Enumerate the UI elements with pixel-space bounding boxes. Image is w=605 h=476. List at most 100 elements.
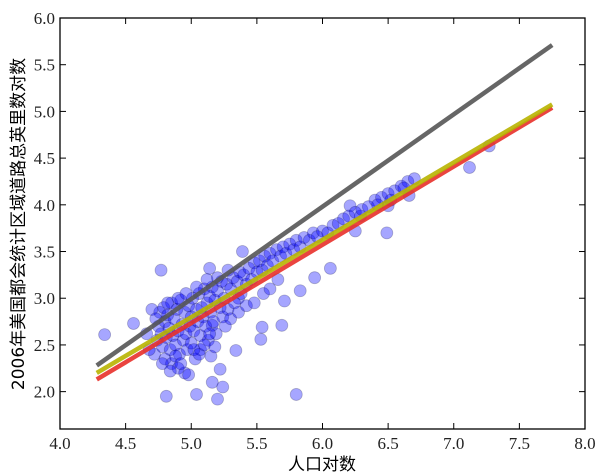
x-tick-label: 7.5 [509, 434, 530, 453]
x-tick-label: 7.0 [443, 434, 464, 453]
data-point [199, 319, 213, 333]
data-point [236, 245, 249, 258]
data-point [323, 261, 337, 275]
data-point [230, 275, 244, 288]
data-point [463, 161, 476, 174]
data-point [188, 352, 202, 366]
data-point [343, 199, 357, 213]
y-tick-label: 3.5 [34, 243, 55, 262]
data-point [205, 375, 219, 389]
data-point [180, 343, 194, 357]
data-point [211, 392, 224, 406]
data-point [306, 226, 320, 240]
data-point [176, 333, 190, 347]
data-point [283, 237, 297, 251]
data-point [192, 347, 206, 361]
data-point [258, 249, 272, 263]
y-tick-label: 3.0 [34, 289, 55, 308]
data-point [232, 305, 245, 319]
data-point [182, 368, 196, 382]
data-point [207, 315, 220, 328]
regression-line [95, 105, 554, 382]
data-point [184, 336, 198, 350]
data-point [179, 287, 193, 300]
data-point [270, 243, 283, 257]
data-point [178, 366, 192, 380]
y-axis-label: 2006年美国都会统计区域道路总英里数对数 [9, 58, 29, 390]
x-tick-label: 4.0 [49, 434, 70, 453]
data-point [289, 233, 303, 247]
y-tick-label: 5.0 [34, 102, 55, 121]
data-point [201, 333, 215, 347]
data-point [208, 340, 222, 354]
data-point [289, 388, 303, 401]
data-point [229, 344, 243, 357]
data-point [211, 284, 224, 298]
data-point [209, 327, 223, 341]
data-point [165, 296, 178, 310]
x-tick-label: 5.5 [246, 434, 267, 453]
data-point [278, 294, 291, 308]
data-point [163, 343, 177, 357]
data-point [203, 289, 217, 303]
data-point [276, 240, 290, 254]
data-point [158, 352, 172, 366]
data-point [216, 310, 230, 324]
data-point [98, 328, 112, 342]
y-tick-label: 6.0 [34, 9, 55, 28]
data-point [239, 299, 253, 313]
data-point [171, 291, 185, 305]
data-point [173, 347, 186, 361]
data-point [187, 343, 201, 357]
data-point [275, 318, 289, 332]
data-point [205, 318, 219, 332]
data-point [154, 263, 168, 277]
data-point [157, 301, 171, 314]
x-tick-label: 4.5 [115, 434, 136, 453]
data-point [380, 226, 394, 240]
data-point [163, 364, 177, 378]
data-point [237, 268, 251, 282]
y-tick-label: 2.5 [34, 336, 55, 355]
data-point [204, 349, 218, 363]
data-point [194, 329, 207, 342]
data-point [169, 349, 182, 363]
data-point [218, 319, 232, 333]
data-point [254, 332, 268, 346]
data-point [253, 254, 266, 268]
data-point [155, 357, 169, 371]
data-point [145, 303, 159, 316]
data-point [242, 261, 256, 275]
x-axis-label: 人口对数 [288, 455, 356, 475]
data-point [174, 357, 188, 371]
data-point [257, 287, 270, 300]
data-point [203, 261, 217, 275]
regression-line [95, 43, 554, 368]
data-point [224, 312, 238, 326]
y-tick-label: 4.5 [34, 149, 55, 168]
y-tick-label: 2.0 [34, 383, 55, 402]
data-point [216, 380, 230, 394]
data-point [197, 338, 211, 352]
data-point [161, 296, 175, 310]
data-point [368, 193, 382, 207]
data-point [293, 284, 307, 298]
data-point [153, 305, 167, 319]
lines-layer [95, 43, 554, 382]
data-point [169, 338, 182, 352]
data-point [165, 357, 178, 371]
data-point [247, 296, 261, 310]
data-point [316, 224, 329, 238]
x-tick-label: 5.0 [181, 434, 202, 453]
data-point [148, 347, 161, 361]
data-point [308, 271, 322, 285]
data-point [127, 317, 140, 330]
data-point [190, 388, 203, 401]
data-point [203, 327, 217, 341]
data-point [255, 320, 269, 334]
data-point [213, 362, 227, 376]
data-point [194, 343, 207, 357]
x-tick-label: 6.5 [378, 434, 399, 453]
